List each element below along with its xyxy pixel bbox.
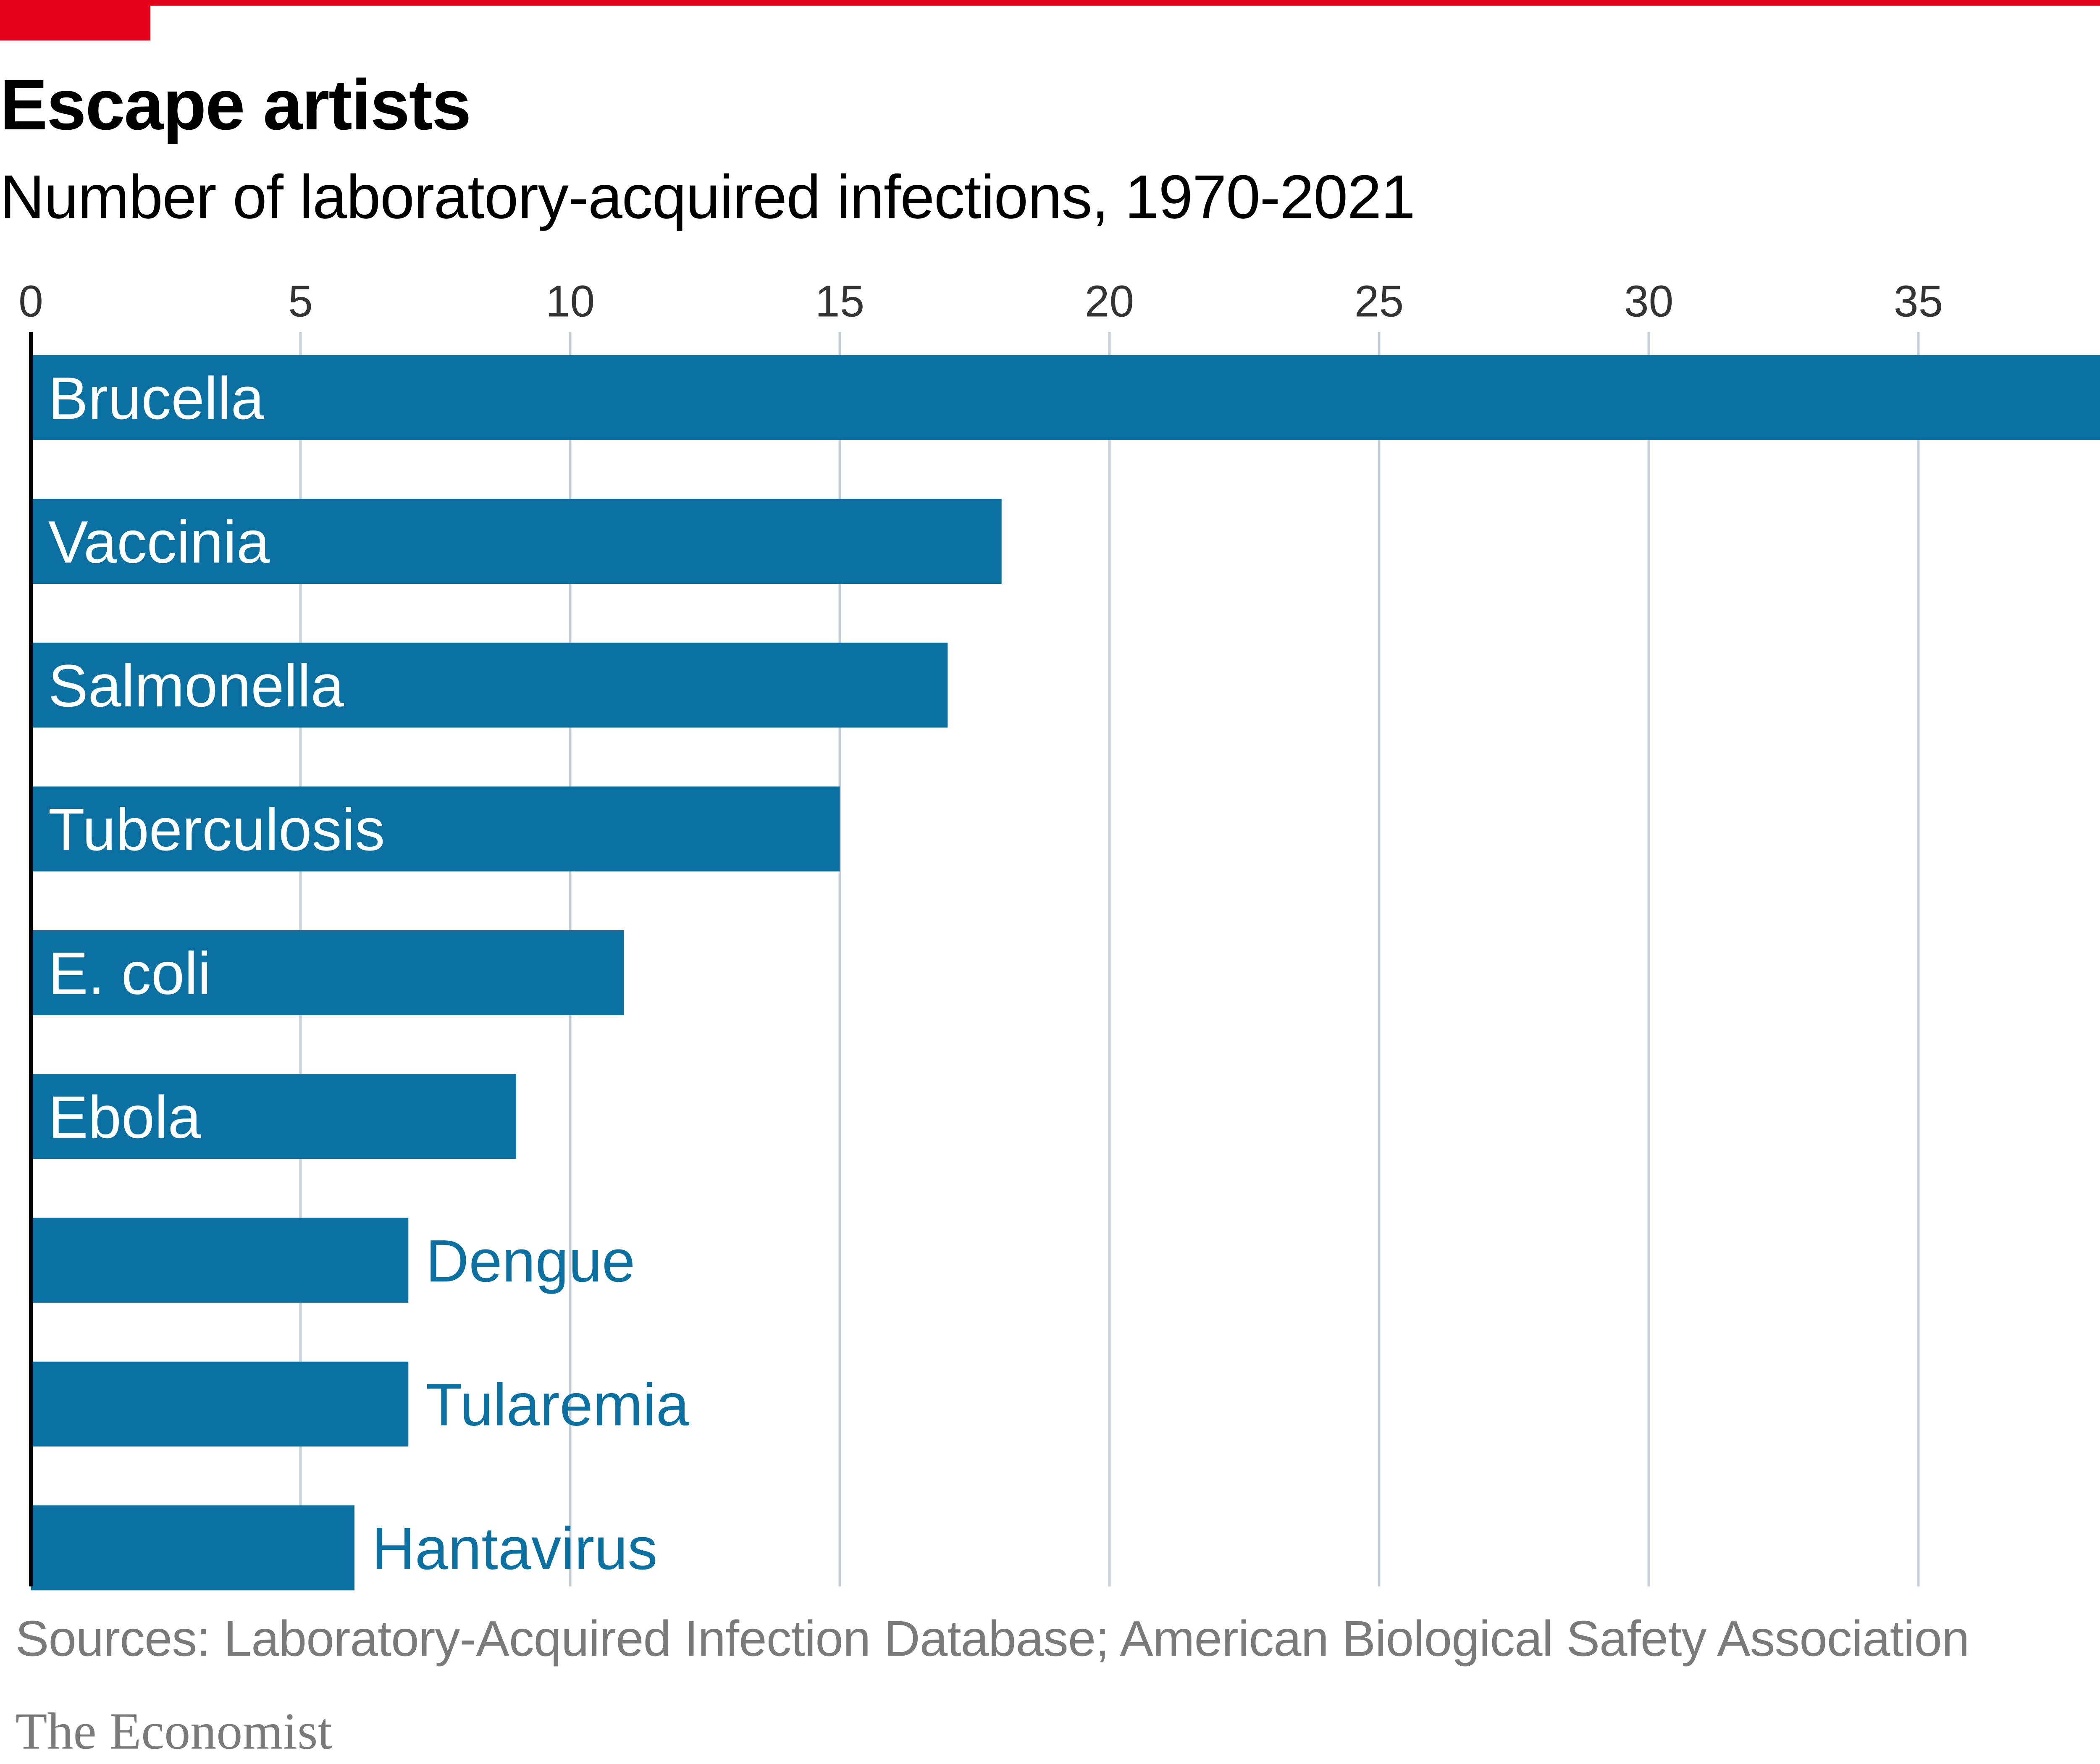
bar-vaccinia [31,499,1002,584]
bar-labels: Brucella Vaccinia Salmonella Tuberculosis E.… [48,365,690,1582]
x-tick-label: 15 [815,277,864,326]
chart-subtitle: Number of laboratory-acquired infections… [0,162,1415,232]
bar-tularemia [31,1361,409,1447]
x-tick-label: 30 [1624,277,1673,326]
publisher-logo: The Economist [15,1702,332,1760]
bar-ebola [31,1074,517,1159]
bar-tuberculosis [31,786,840,872]
bars [31,355,2100,1591]
bar-brucella [31,355,2100,440]
bar-label: Dengue [426,1228,635,1294]
x-tick-label: 35 [1894,277,1943,326]
x-tick-label: 10 [546,277,595,326]
bar-label: Tuberculosis [48,796,385,863]
accent-rule [0,0,2100,6]
bar-label: Tularemia [426,1372,690,1438]
bar-salmonella [31,643,948,728]
bar-label: Vaccinia [48,509,270,575]
source-note: Sources: Laboratory-Acquired Infection D… [15,1609,1970,1668]
x-tick-label: 0 [18,277,43,326]
bar-e-coli [31,930,624,1016]
bar-label: Hantavirus [372,1515,657,1582]
x-tick-label: 25 [1354,277,1404,326]
bar-label: Brucella [48,365,265,432]
bar-label: E. coli [48,940,211,1007]
x-tick-label: 5 [288,277,313,326]
x-tick-label: 20 [1085,277,1134,326]
bar-dengue [31,1218,409,1303]
bar-hantavirus [31,1505,354,1591]
bar-label: Salmonella [48,653,344,719]
accent-tag [0,0,151,41]
bar-label: Ebola [48,1084,202,1151]
chart-title: Escape artists [0,66,471,145]
x-tick-labels: 0510152025303540455055 [18,277,1943,326]
